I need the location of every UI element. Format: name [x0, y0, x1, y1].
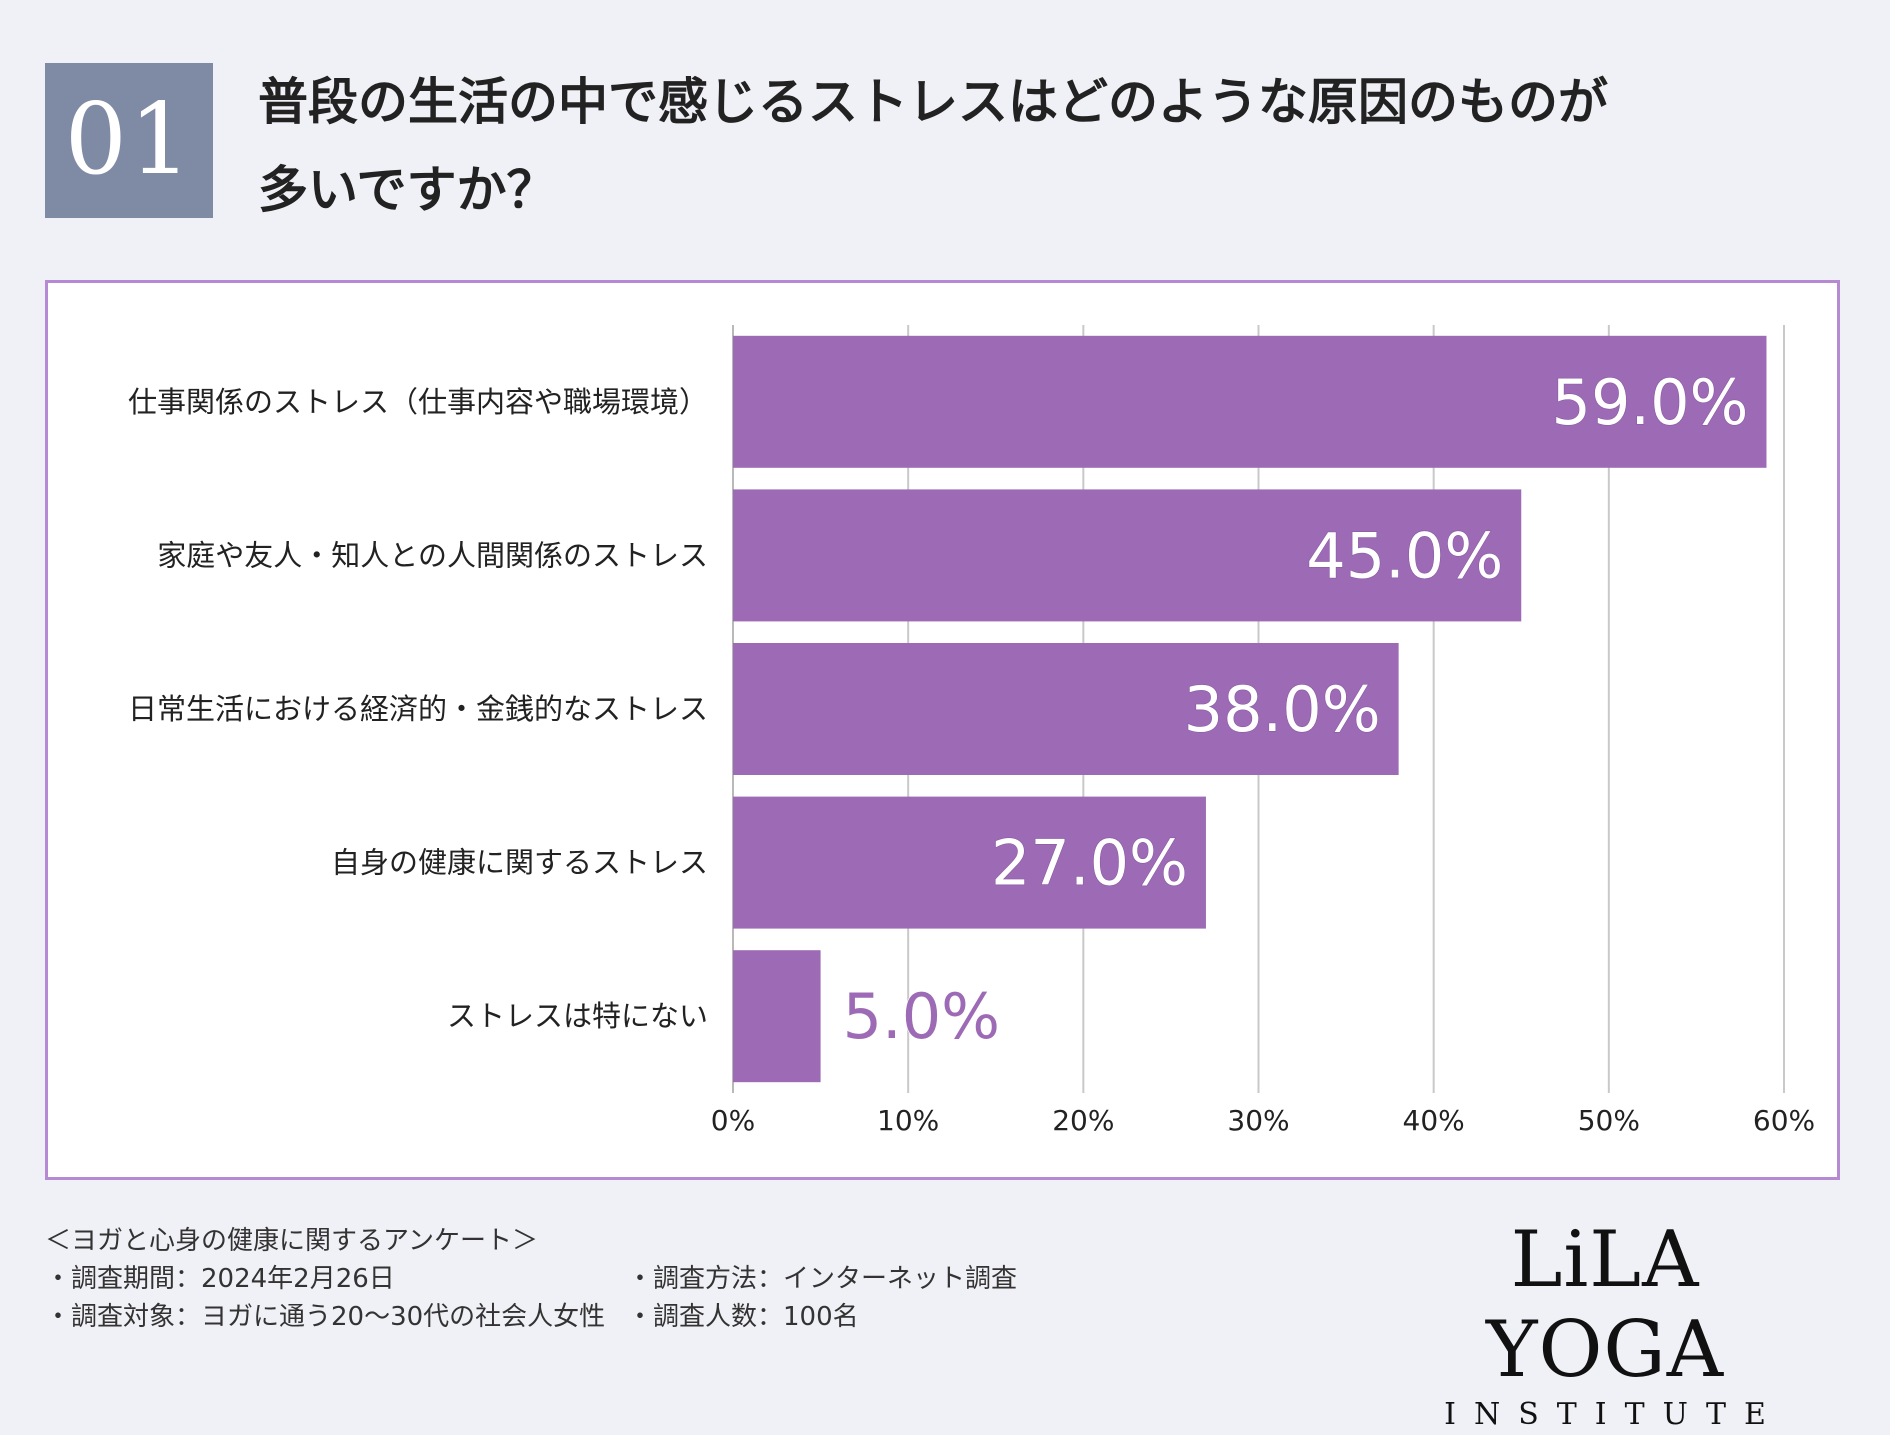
category-label: ストレスは特にない [447, 999, 708, 1033]
x-tick-label: 50% [1578, 1104, 1640, 1137]
data-label: 59.0% [1552, 366, 1749, 439]
bar [733, 950, 821, 1083]
logo-main: LiLA YOGA [1485, 1215, 1725, 1395]
brand-logo: LiLA YOGA INSTITUTE [1385, 1215, 1825, 1435]
question-title-line1: 普段の生活の中で感じるストレスはどのような原因のものが [258, 73, 1608, 131]
survey-period: ・調査期間：2024年2月26日 [45, 1264, 395, 1294]
x-tick-label: 40% [1403, 1104, 1465, 1137]
bar [733, 335, 1767, 468]
question-number-badge: 01 [45, 63, 213, 218]
category-label: 日常生活における経済的・金銭的なストレス [128, 692, 708, 726]
x-tick-label: 30% [1227, 1104, 1289, 1137]
category-label: 自身の健康に関するストレス [331, 846, 708, 880]
x-tick-label: 20% [1052, 1104, 1114, 1137]
bar [733, 643, 1399, 775]
x-tick-label: 10% [877, 1104, 939, 1137]
data-label: 27.0% [991, 827, 1188, 900]
data-label: 38.0% [1184, 673, 1381, 746]
survey-name: ＜ヨガと心身の健康に関するアンケート＞ [45, 1226, 538, 1256]
question-title: 普段の生活の中で感じるストレスはどのような原因のものが 多いですか？ [258, 58, 1818, 234]
logo-sub: INSTITUTE [1444, 1397, 1784, 1432]
x-tick-label: 0% [711, 1104, 755, 1137]
question-title-line2: 多いですか？ [258, 161, 557, 219]
chart-frame: 0% 10% 20% 30% 40% 50% 60% 仕事関係のストレス（仕事内容や職場環境）… [45, 280, 1840, 1180]
bar [733, 489, 1522, 622]
survey-method: ・調査方法：インターネット調査 [627, 1264, 1018, 1294]
survey-count: ・調査人数：100名 [627, 1302, 859, 1332]
data-label: 45.0% [1306, 519, 1503, 592]
x-tick-label: 60% [1753, 1104, 1815, 1137]
survey-target: ・調査対象：ヨガに通う20〜30代の社会人女性 [45, 1302, 606, 1332]
bar-chart: 0% 10% 20% 30% 40% 50% 60% 仕事関係のストレス（仕事内容や職場環境）… [128, 325, 1815, 1137]
data-label: 5.0% [843, 980, 1001, 1053]
category-label: 仕事関係のストレス（仕事内容や職場環境） [128, 385, 708, 419]
category-label: 家庭や友人・知人との人間関係のストレス [157, 538, 708, 572]
bar [733, 796, 1206, 929]
